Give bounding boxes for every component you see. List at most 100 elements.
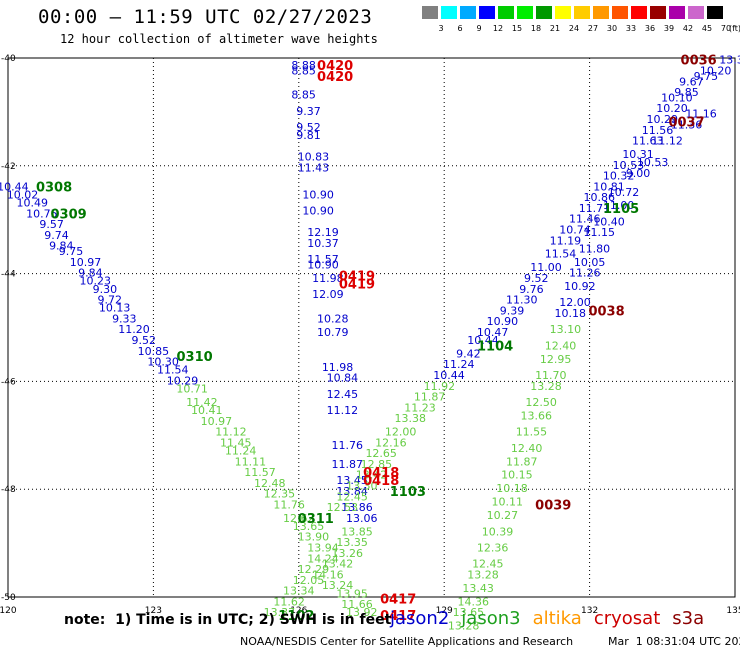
legend-swatch xyxy=(707,6,723,19)
satellite-altika-label: altika xyxy=(532,608,582,629)
lon-tick-label: 123 xyxy=(145,606,162,616)
swh-value-label: 11.57 xyxy=(244,466,276,479)
swh-value-label: 11.98 xyxy=(322,361,354,374)
legend-label: 6 xyxy=(457,24,463,33)
lon-tick-label: 120 xyxy=(0,606,17,616)
swh-value-label: 12.00 xyxy=(385,426,417,439)
legend-swatch xyxy=(536,6,552,19)
swh-value-label: 9.67 xyxy=(679,75,704,88)
swh-value-label: 10.31 xyxy=(622,148,654,161)
swh-value-label: 10.18 xyxy=(496,482,528,495)
lat-tick-label: -48 xyxy=(1,485,16,495)
lon-tick-label: 132 xyxy=(581,606,598,616)
swh-value-label: 10.41 xyxy=(191,404,223,417)
swh-value-label: 11.98 xyxy=(312,272,344,285)
swh-value-label: 11.92 xyxy=(424,380,456,393)
swh-value-label: 9.37 xyxy=(296,105,321,118)
swh-value-label: 11.12 xyxy=(215,426,247,439)
swh-value-label: 10.92 xyxy=(564,280,596,293)
swh-value-label: 10.44 xyxy=(467,334,499,347)
swh-value-label: 10.49 xyxy=(16,197,48,210)
swh-value-label: 13.66 xyxy=(521,409,553,422)
swh-value-label: 11.70 xyxy=(535,369,567,382)
legend-label: 33 xyxy=(625,24,637,33)
pass-time-label: 1103 xyxy=(390,485,426,500)
swh-value-label: 13.84 xyxy=(336,485,368,498)
legend-swatch xyxy=(517,6,533,19)
swh-value-label: 13.90 xyxy=(298,531,330,544)
swh-value-label: 13.92 xyxy=(346,606,378,619)
swh-value-label: 10.10 xyxy=(661,91,693,104)
legend-label: 24 xyxy=(568,24,580,33)
swh-value-label: 11.30 xyxy=(506,294,538,307)
legend-label: 39 xyxy=(663,24,675,33)
pass-time-label: 0038 xyxy=(588,304,624,319)
swh-value-label: 13.42 xyxy=(322,558,354,571)
legend-swatch xyxy=(460,6,476,19)
swh-value-label: 10.32 xyxy=(603,170,635,183)
swh-value-label: 12.45 xyxy=(336,490,368,503)
swh-value-label: 13.86 xyxy=(341,501,373,514)
swh-value-label: 10.53 xyxy=(637,156,669,169)
pass-time-label: 1105 xyxy=(603,202,639,217)
swh-value-label: 9.52 xyxy=(296,121,321,134)
swh-value-label: 8.88 xyxy=(291,59,316,72)
swh-value-label: 13.37 xyxy=(264,606,296,619)
satellite-legend: jason2 jason3 altika cryosat s3a xyxy=(390,608,716,629)
lon-tick-label: 135 xyxy=(726,606,740,616)
pass-time-label: 0309 xyxy=(50,207,86,222)
pass-time-label: 0039 xyxy=(535,498,571,513)
pass-time-label: 0417 xyxy=(380,609,416,624)
swh-value-label: 10.90 xyxy=(302,205,334,218)
legend-label: 9 xyxy=(476,24,482,33)
timestamp: Mar 1 08:31:04 UTC 2023 xyxy=(608,635,740,648)
swh-value-label: 10.47 xyxy=(477,326,509,339)
swh-value-label: 10.53 xyxy=(613,159,645,172)
swh-value-label: 11.62 xyxy=(273,595,305,608)
swh-value-label: 10.27 xyxy=(487,509,519,522)
swh-value-label: 11.00 xyxy=(530,261,562,274)
legend-label: 15 xyxy=(511,24,523,33)
legend-swatch xyxy=(498,6,514,19)
legend-label: 42 xyxy=(682,24,694,33)
map-subtitle: 12 hour collection of altimeter wave hei… xyxy=(60,32,378,46)
swh-value-label: 11.80 xyxy=(579,242,611,255)
swh-value-label: 10.39 xyxy=(482,525,514,538)
swh-value-label: 11.54 xyxy=(545,248,577,261)
swh-value-label: 11.56 xyxy=(642,124,674,137)
swh-value-label: 10.83 xyxy=(298,151,330,164)
swh-value-label: 10.18 xyxy=(554,307,586,320)
swh-value-label: 10.20 xyxy=(700,64,732,77)
swh-value-label: 12.35 xyxy=(264,488,296,501)
swh-value-label: 10.97 xyxy=(70,256,102,269)
swh-value-label: 12.65 xyxy=(365,447,397,460)
swh-value-label: 10.79 xyxy=(317,326,349,339)
swh-value-label: 9.75 xyxy=(694,70,719,83)
swh-value-label: 10.90 xyxy=(487,315,519,328)
swh-value-label: 9.00 xyxy=(626,167,651,180)
swh-value-label: 13.85 xyxy=(341,525,373,538)
pass-time-label: 0419 xyxy=(339,269,375,284)
swh-value-label: 14.16 xyxy=(312,568,344,581)
swh-value-label: 11.45 xyxy=(220,436,252,449)
legend-swatch xyxy=(650,6,666,19)
swh-value-label: 11.11 xyxy=(235,455,267,468)
swh-value-label: 10.28 xyxy=(317,312,349,325)
pass-time-label: 0418 xyxy=(363,474,399,489)
lat-tick-label: -44 xyxy=(1,270,16,280)
swh-value-label: 11.26 xyxy=(569,267,601,280)
swh-value-label: 10.29 xyxy=(647,113,679,126)
swh-value-label: 11.19 xyxy=(550,234,582,247)
swh-value-label: 12.45 xyxy=(472,558,504,571)
swh-value-label: 10.86 xyxy=(584,191,616,204)
swh-value-label: 12.29 xyxy=(298,563,330,576)
pass-time-label: 1102 xyxy=(278,609,314,624)
swh-value-label: 12.95 xyxy=(540,353,572,366)
swh-value-label: 12.62 xyxy=(283,512,315,525)
swh-value-label: 13.42 xyxy=(356,469,388,482)
legend-swatch xyxy=(479,6,495,19)
satellite-jason3-label: jason3 xyxy=(461,608,521,629)
swh-value-label: 10.29 xyxy=(167,374,199,387)
legend-label: 45 xyxy=(701,24,713,33)
